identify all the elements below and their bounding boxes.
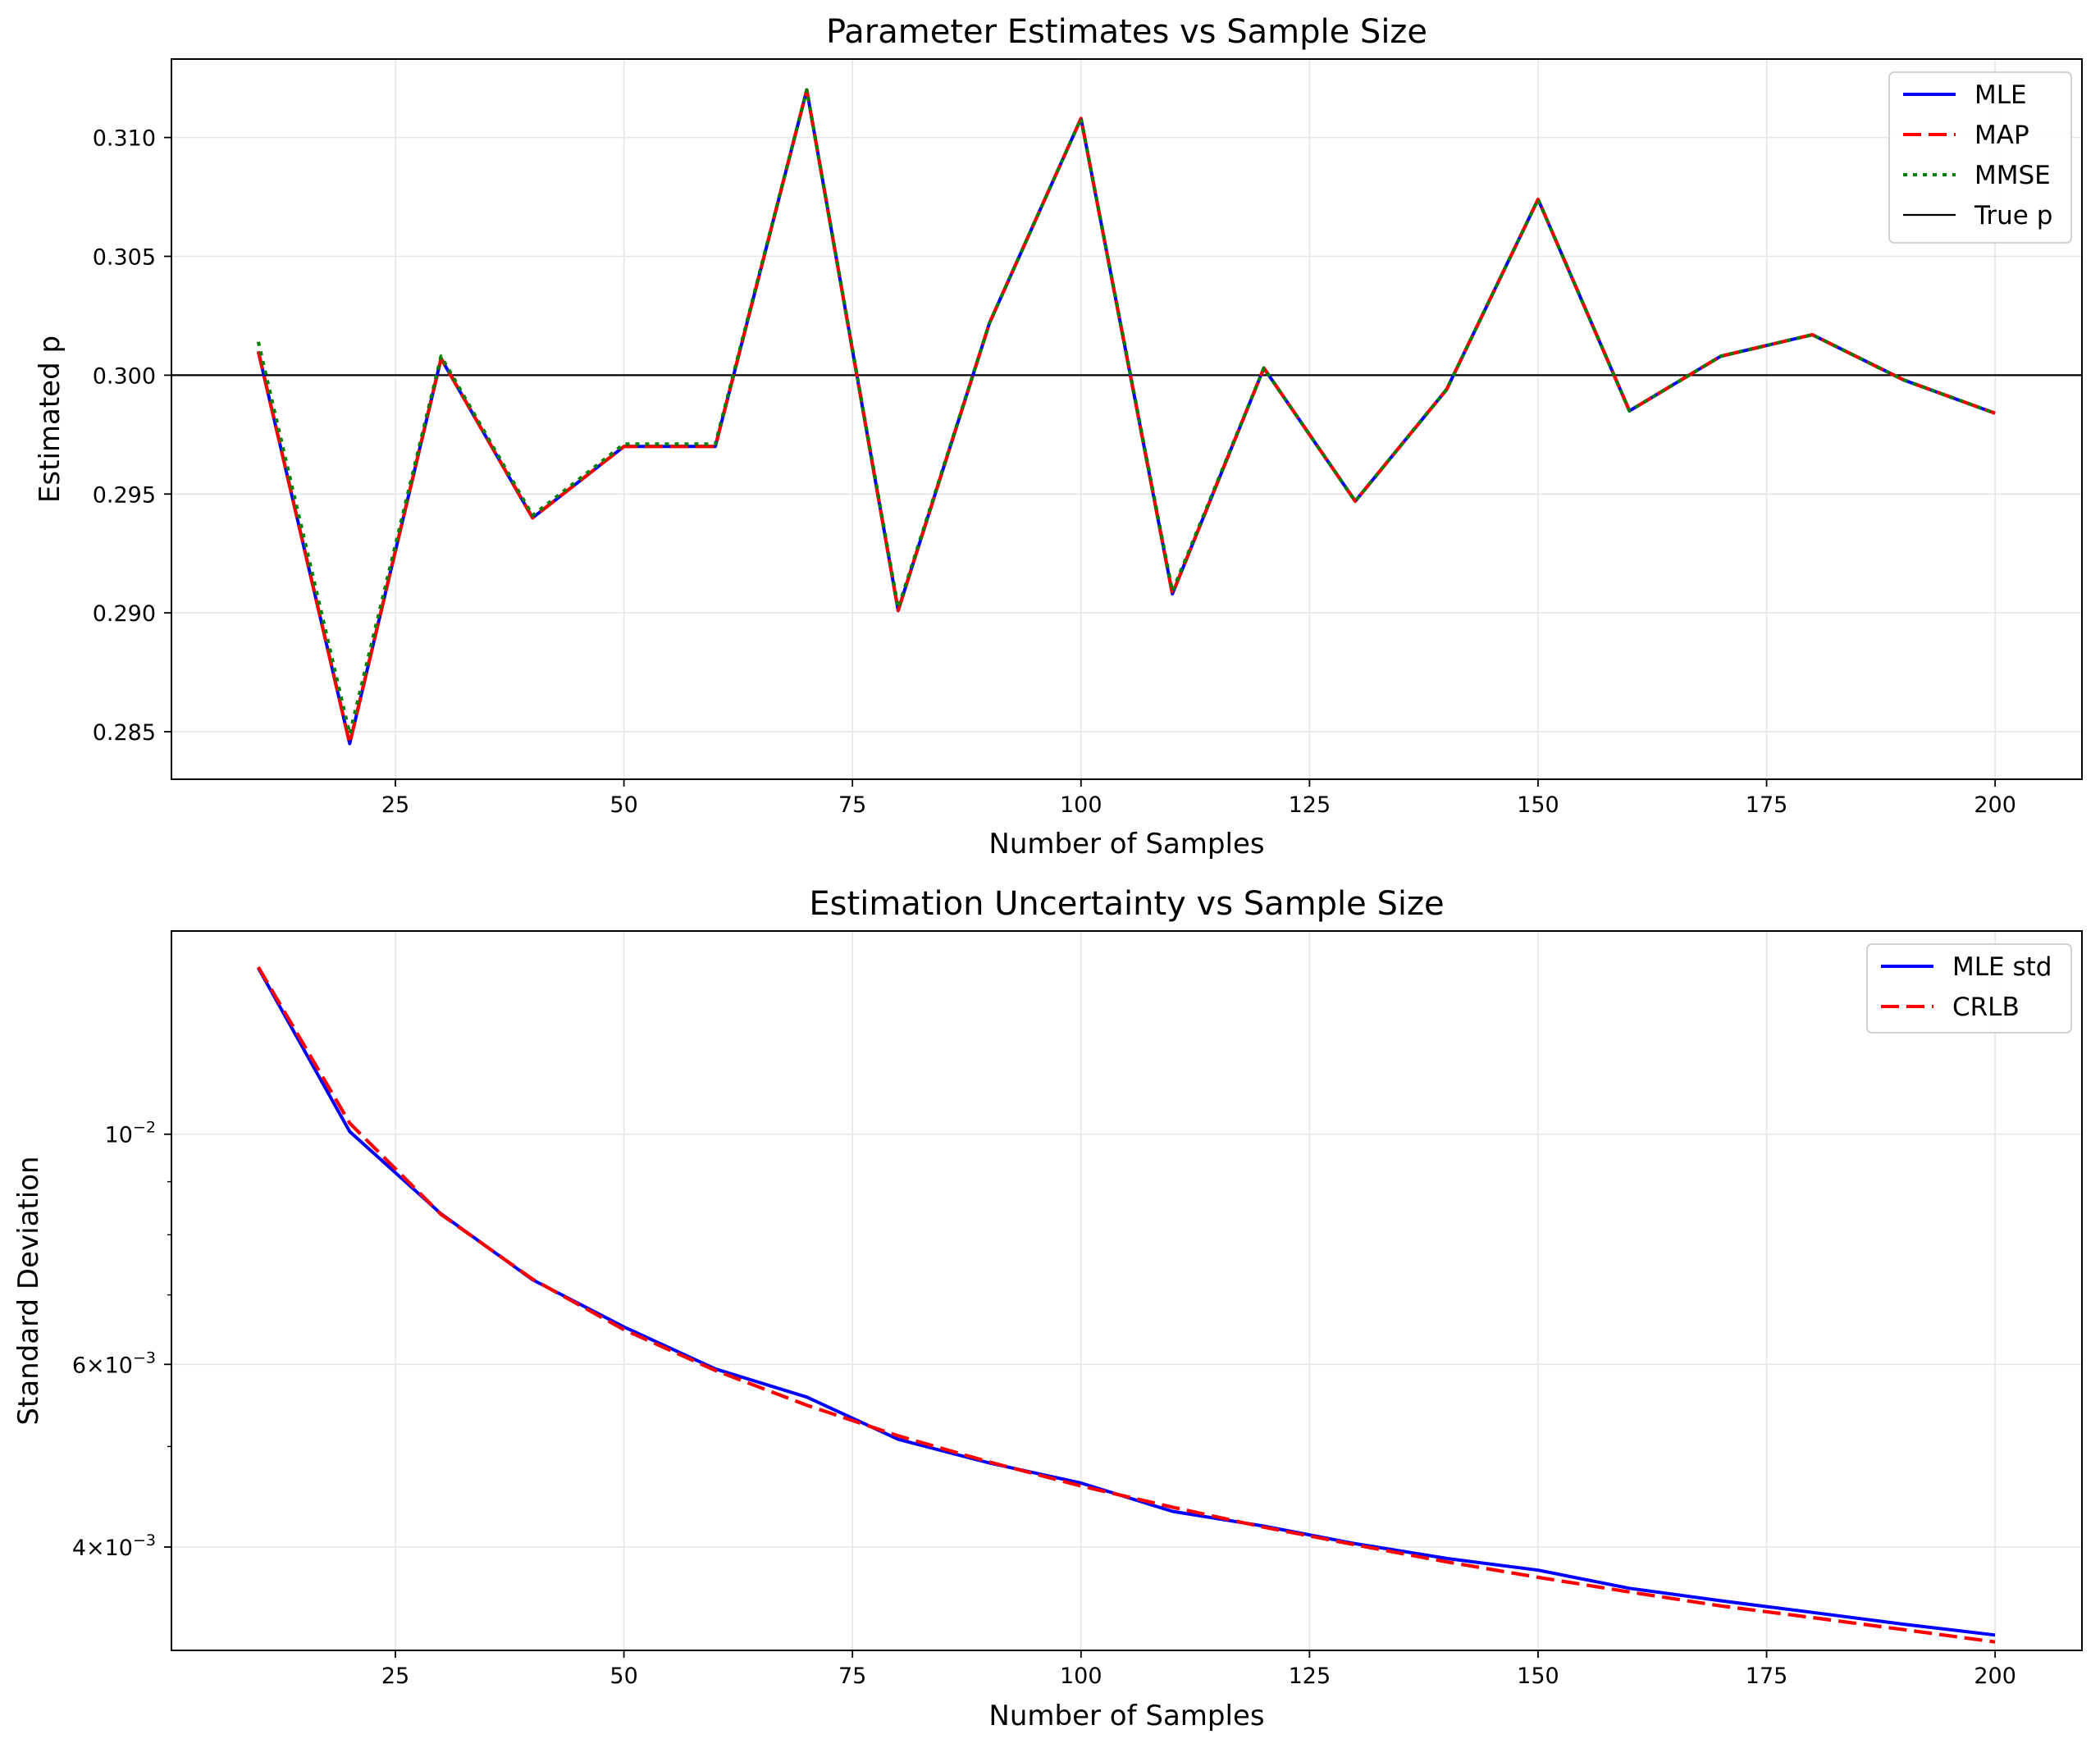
legend-label: MLE std (1952, 952, 2052, 982)
series-line-mmse (256, 88, 1996, 737)
chart-panel-1: 25 50 75 100 125 150 175 200 0.285 0.290 0.295 0.30… (34, 13, 2083, 860)
x-tick-label: 75 (838, 792, 866, 818)
x-tick-label: 200 (1974, 792, 2016, 818)
y-tick-label: 0.305 (93, 245, 156, 271)
x-tick-label: 50 (609, 1664, 637, 1689)
axes-frame (171, 930, 2083, 1651)
chart-title: Parameter Estimates vs Sample Size (826, 13, 1427, 51)
legend-label: MLE (1974, 80, 2027, 110)
chart-title: Estimation Uncertainty vs Sample Size (809, 885, 1444, 923)
x-tick-label: 175 (1746, 1664, 1788, 1689)
series-line-map (256, 88, 1996, 746)
y-tick-label: 6×10−3 (72, 1349, 156, 1378)
y-tick-label: 0.285 (93, 720, 156, 746)
legend-label: MMSE (1974, 161, 2051, 190)
axes-frame (171, 58, 2083, 780)
series-line-mle (256, 88, 1996, 746)
x-tick-label: 50 (609, 792, 637, 818)
legend-label: CRLB (1952, 993, 2020, 1022)
series-line-mle-std (257, 967, 1996, 1637)
series-line-crlb (257, 965, 1996, 1644)
gridlines (171, 931, 2082, 1650)
legend: MLE MAP MMSE True p (1888, 71, 2072, 244)
x-tick-label: 125 (1289, 792, 1331, 818)
x-tick-label: 25 (381, 792, 409, 818)
x-tick-label: 125 (1289, 1664, 1331, 1689)
x-axis-label: Number of Samples (988, 1700, 1264, 1732)
chart-panel-2: 25 50 75 100 125 150 175 200 10−2 6×10−3 4×10−3 Est… (12, 885, 2083, 1732)
y-tick-label: 0.295 (93, 482, 156, 508)
legend-box (1888, 71, 2072, 244)
y-axis-label: Standard Deviation (12, 1156, 45, 1425)
y-tick-label: 10−2 (105, 1119, 156, 1148)
x-tick-label: 175 (1746, 792, 1788, 818)
legend-label: MAP (1974, 121, 2029, 150)
y-axis-label: Estimated p (34, 335, 66, 503)
y-tick-label: 0.300 (93, 363, 156, 389)
gridlines (171, 59, 2082, 779)
y-tick-label: 0.310 (93, 126, 156, 152)
legend-label: True p (1974, 201, 2052, 230)
y-tick-label: 0.290 (93, 601, 156, 627)
x-tick-label: 100 (1060, 792, 1102, 818)
y-tick-label: 4×10−3 (72, 1531, 156, 1561)
x-tick-label: 150 (1517, 792, 1559, 818)
x-tick-label: 100 (1060, 1664, 1102, 1689)
x-tick-label: 150 (1517, 1664, 1559, 1689)
x-tick-label: 25 (381, 1664, 409, 1689)
legend: MLE std CRLB (1866, 943, 2072, 1034)
x-tick-label: 200 (1974, 1664, 2016, 1689)
x-axis-label: Number of Samples (988, 828, 1264, 860)
x-tick-label: 75 (838, 1664, 866, 1689)
